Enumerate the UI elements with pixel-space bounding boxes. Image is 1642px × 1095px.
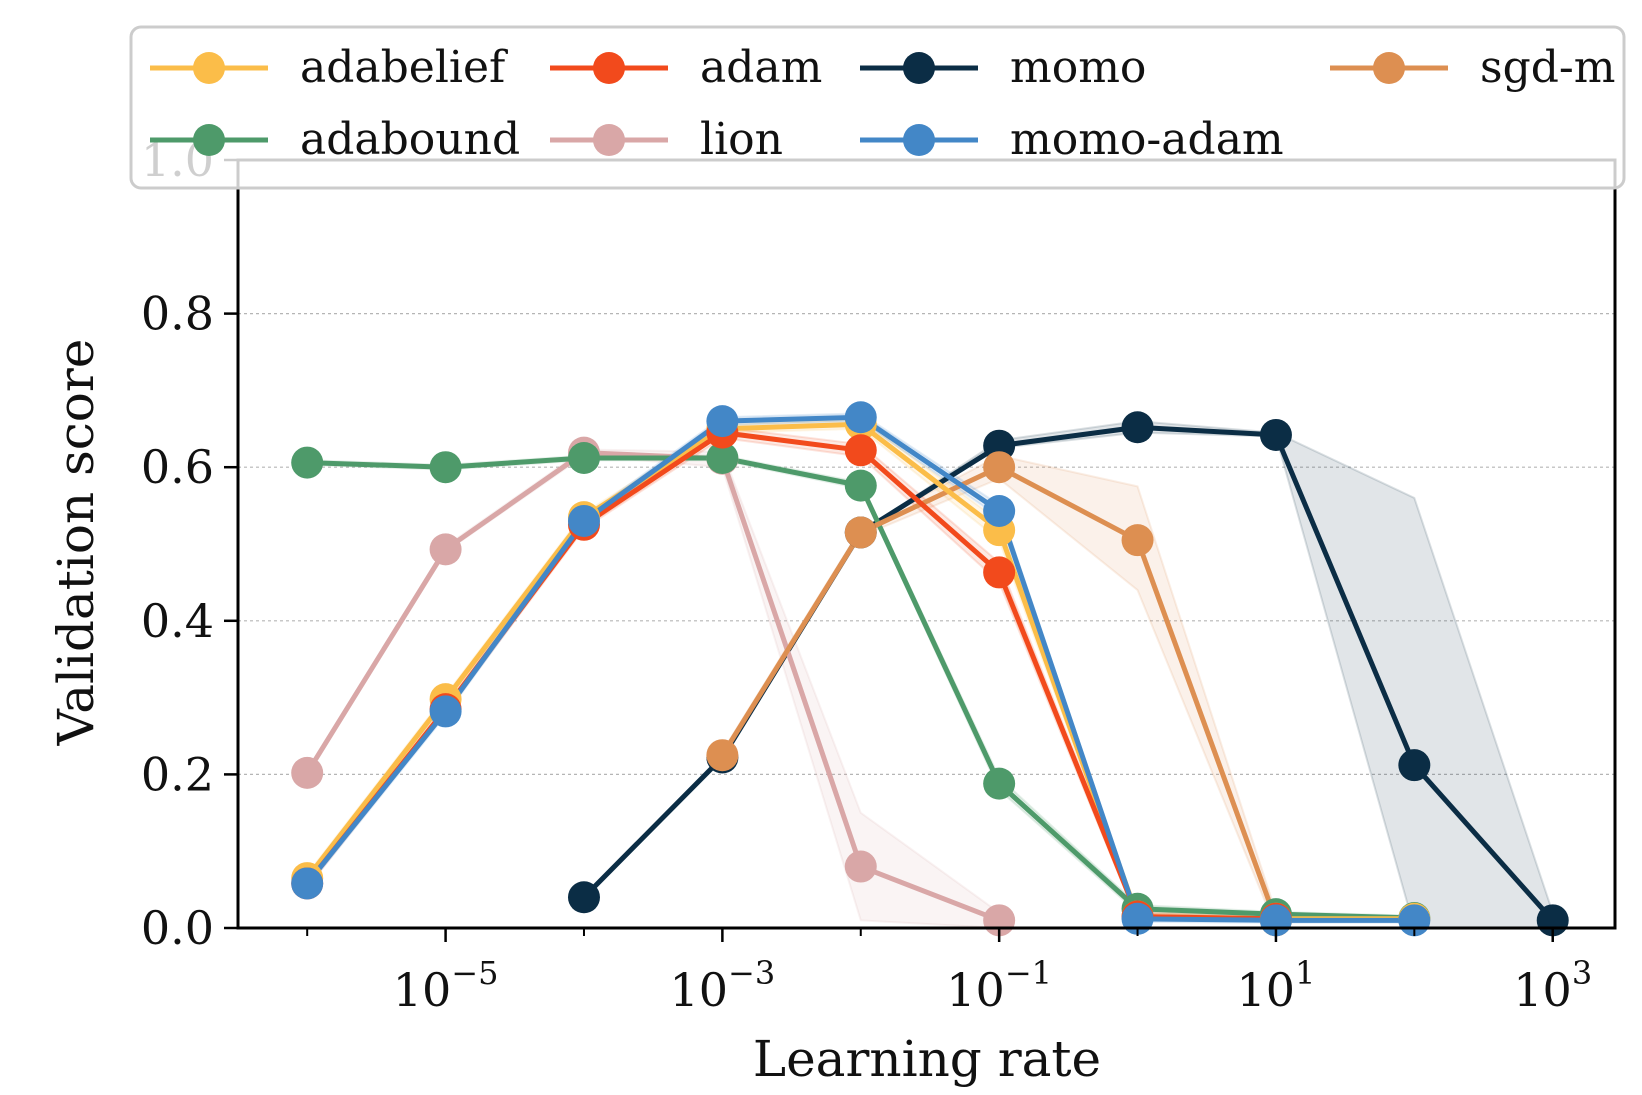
legend-marker <box>593 52 625 84</box>
x-axis-ticks: 10−5 10−3 10−1 101 103 <box>306 928 1592 1017</box>
data-point-momo <box>1398 749 1431 782</box>
legend-label: sgd-m <box>1480 42 1616 93</box>
y-tick-label: 0.8 <box>141 287 214 341</box>
data-point-lion <box>844 850 877 883</box>
legend-item-momo-adam: momo-adam <box>860 114 1284 165</box>
y-axis-ticks: 0.00.20.40.60.81.0 <box>141 133 238 955</box>
data-point-momo <box>1259 418 1292 451</box>
legend-item-momo: momo <box>860 42 1146 93</box>
x-tick-label: 101 <box>1236 954 1315 1017</box>
legend-item-adabound: adabound <box>150 114 520 165</box>
data-point-adabound <box>844 469 877 502</box>
data-point-sgd-m <box>844 516 877 549</box>
y-tick-label: 0.4 <box>141 594 214 648</box>
data-point-momo <box>1121 411 1154 444</box>
y-tick-label: 0.2 <box>141 747 214 801</box>
data-point-sgd-m <box>1121 524 1154 557</box>
x-axis-label: Learning rate <box>753 1030 1101 1088</box>
data-point-momo-adam <box>429 695 462 728</box>
data-point-adabound <box>567 441 600 474</box>
legend-marker <box>593 124 625 156</box>
data-point-momo-adam <box>706 405 739 438</box>
legend-marker <box>193 52 225 84</box>
data-point-momo <box>567 881 600 914</box>
legend-item-lion: lion <box>550 114 783 165</box>
x-tick-label: 10−1 <box>946 954 1052 1017</box>
legend: adabelief adabound adam lion momo momo-adam sg… <box>129 25 1626 190</box>
legend-marker <box>1373 52 1405 84</box>
x-tick-label: 10−5 <box>393 954 499 1017</box>
legend-item-adabelief: adabelief <box>150 42 508 93</box>
data-point-sgd-m <box>983 451 1016 484</box>
data-point-adam <box>844 434 877 467</box>
y-axis-label: Validation score <box>47 339 105 747</box>
data-point-momo-adam <box>567 504 600 537</box>
legend-marker <box>193 124 225 156</box>
legend-label: adabound <box>300 114 520 165</box>
data-point-adam <box>983 556 1016 589</box>
data-point-momo-adam <box>844 401 877 434</box>
legend-label: momo-adam <box>1010 114 1284 165</box>
data-point-adabound <box>291 446 324 479</box>
data-point-lion <box>291 756 324 789</box>
legend-label: momo <box>1010 42 1146 93</box>
legend-marker <box>903 52 935 84</box>
legend-marker <box>903 124 935 156</box>
legend-item-sgd-m: sgd-m <box>1330 42 1616 93</box>
legend-item-adam: adam <box>550 42 822 93</box>
x-tick-label: 103 <box>1513 954 1592 1017</box>
series-points <box>291 401 1569 937</box>
legend-box <box>129 25 1626 190</box>
data-point-momo-adam <box>291 867 324 900</box>
data-point-adabound <box>429 451 462 484</box>
y-tick-label: 0.6 <box>141 440 214 494</box>
data-point-adabound <box>983 767 1016 800</box>
x-tick-label: 10−3 <box>670 954 776 1017</box>
y-tick-label: 0.0 <box>141 901 214 955</box>
legend-label: adabelief <box>300 42 508 93</box>
data-point-momo-adam <box>983 494 1016 527</box>
data-point-lion <box>429 533 462 566</box>
data-point-sgd-m <box>706 739 739 772</box>
legend-label: adam <box>700 42 822 93</box>
data-point-adabound <box>706 441 739 474</box>
legend-label: lion <box>700 114 783 165</box>
